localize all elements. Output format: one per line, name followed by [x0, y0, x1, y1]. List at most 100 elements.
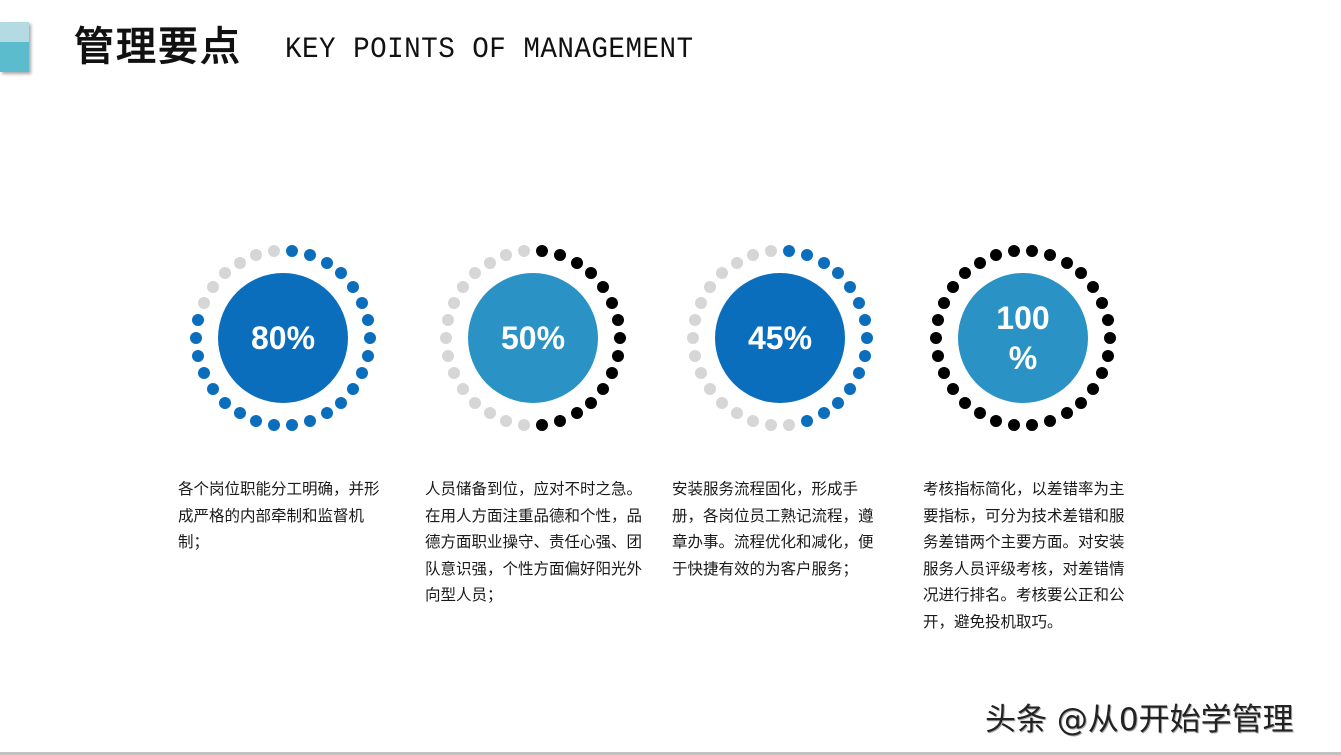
progress-dot	[1007, 245, 1020, 258]
progress-dot	[715, 396, 728, 409]
progress-dot	[362, 313, 375, 326]
accent-bottom	[0, 42, 29, 72]
progress-dot	[570, 407, 583, 420]
progress-dot	[335, 267, 348, 280]
progress-dot	[614, 332, 626, 344]
progress-dot	[931, 313, 944, 326]
progress-dot	[447, 296, 460, 309]
progress-dot	[946, 383, 959, 396]
progress-dot	[356, 367, 369, 380]
progress-dot	[817, 256, 830, 269]
progress-dot	[553, 249, 566, 262]
progress-dot	[958, 396, 971, 409]
progress-dot	[817, 407, 830, 420]
progress-dot	[606, 296, 619, 309]
progress-dot	[553, 414, 566, 427]
progress-dot	[832, 396, 845, 409]
progress-dot	[606, 367, 619, 380]
progress-dot	[570, 256, 583, 269]
progress-dot	[267, 245, 280, 258]
progress-dot	[320, 407, 333, 420]
progress-dot	[483, 256, 496, 269]
progress-dot	[1026, 418, 1039, 431]
progress-dot	[191, 350, 204, 363]
progress-dot	[233, 407, 246, 420]
progress-dot	[500, 414, 513, 427]
progress-dot	[500, 249, 513, 262]
percentage-circle-2: 50%	[468, 273, 598, 403]
progress-dot	[747, 249, 760, 262]
description-1: 各个岗位职能分工明确，并形成严格的内部牵制和监督机制；	[178, 480, 380, 551]
progress-dot	[853, 296, 866, 309]
progress-dot	[931, 350, 944, 363]
progress-dot	[320, 256, 333, 269]
progress-dot	[1007, 418, 1020, 431]
progress-dot	[730, 256, 743, 269]
progress-dot	[612, 313, 625, 326]
progress-dot	[356, 296, 369, 309]
progress-dot	[441, 313, 454, 326]
progress-dot	[585, 267, 598, 280]
percentage-circle-4: 100%	[958, 273, 1088, 403]
progress-dot	[206, 383, 219, 396]
progress-dot	[447, 367, 460, 380]
progress-dot	[440, 332, 452, 344]
progress-dot	[197, 296, 210, 309]
progress-dot	[218, 396, 231, 409]
description-2: 人员储备到位，应对不时之急。在用人方面注重品德和个性，品德方面职业操守、责任心强…	[425, 480, 643, 604]
progress-dot	[1087, 280, 1100, 293]
progress-dot	[286, 245, 299, 258]
progress-dot	[441, 350, 454, 363]
progress-dot	[250, 414, 263, 427]
description-4: 考核指标简化，以差错率为主要指标，可分为技术差错和服务差错两个主要方面。对安装服…	[923, 480, 1125, 631]
progress-ring-2: 50%	[433, 238, 633, 438]
progress-dot	[844, 383, 857, 396]
progress-dot	[364, 332, 376, 344]
progress-dot	[233, 256, 246, 269]
progress-dot	[688, 313, 701, 326]
progress-dot	[861, 332, 873, 344]
progress-dot	[973, 407, 986, 420]
progress-dot	[853, 367, 866, 380]
progress-dot	[250, 249, 263, 262]
progress-dot	[197, 367, 210, 380]
progress-dot	[597, 383, 610, 396]
header-accent-block	[0, 22, 29, 72]
progress-dot	[483, 407, 496, 420]
progress-dot	[536, 245, 549, 258]
progress-dot	[1060, 407, 1073, 420]
percentage-sign: %	[1008, 340, 1038, 376]
progress-dot	[1043, 249, 1056, 262]
progress-dot	[783, 245, 796, 258]
progress-dot	[1075, 396, 1088, 409]
progress-dot	[1026, 245, 1039, 258]
progress-dot	[1104, 332, 1116, 344]
progress-dot	[1096, 367, 1109, 380]
progress-dot	[688, 350, 701, 363]
accent-top	[0, 22, 29, 42]
progress-dot	[218, 267, 231, 280]
progress-dot	[1102, 350, 1115, 363]
bottom-divider	[0, 752, 1341, 755]
progress-dot	[747, 414, 760, 427]
progress-dot	[456, 280, 469, 293]
progress-dot	[597, 280, 610, 293]
progress-dot	[832, 267, 845, 280]
progress-dot	[715, 267, 728, 280]
percentage-circle-1: 80%	[218, 273, 348, 403]
progress-dot	[191, 313, 204, 326]
progress-dot	[456, 383, 469, 396]
percentage-circle-3: 45%	[715, 273, 845, 403]
progress-dot	[286, 418, 299, 431]
watermark: 头条 @从0开始学管理	[985, 702, 1294, 738]
progress-dot	[206, 280, 219, 293]
percentage-value: 50%	[500, 319, 566, 356]
progress-dot	[303, 414, 316, 427]
progress-dot	[990, 414, 1003, 427]
progress-dot	[800, 414, 813, 427]
progress-dot	[536, 418, 549, 431]
progress-dot	[1102, 313, 1115, 326]
progress-dot	[1043, 414, 1056, 427]
progress-dot	[764, 245, 777, 258]
progress-ring-1: 80%	[183, 238, 383, 438]
